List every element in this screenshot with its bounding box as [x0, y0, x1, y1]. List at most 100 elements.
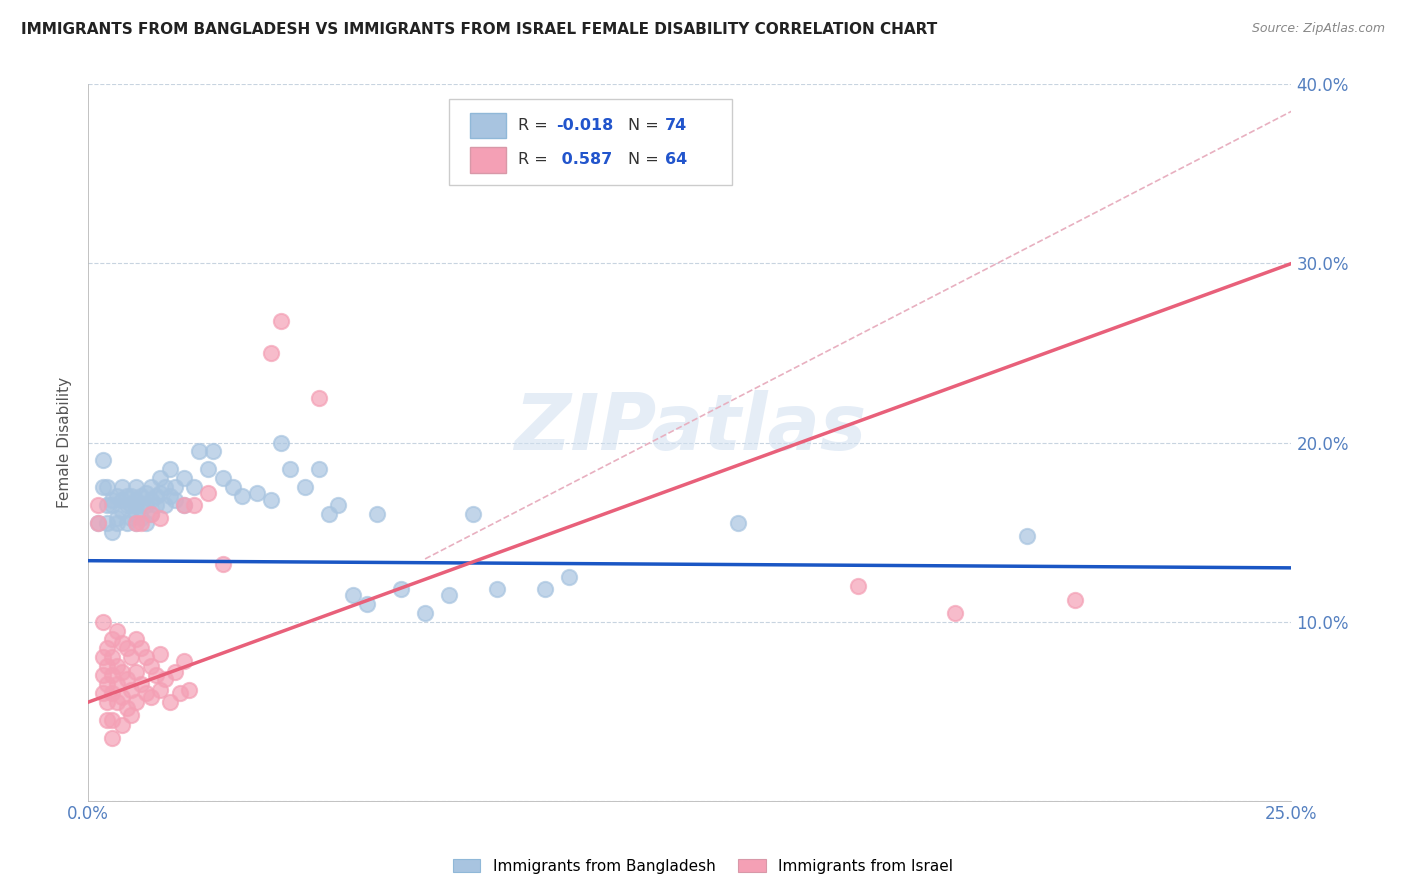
- Text: IMMIGRANTS FROM BANGLADESH VS IMMIGRANTS FROM ISRAEL FEMALE DISABILITY CORRELATI: IMMIGRANTS FROM BANGLADESH VS IMMIGRANTS…: [21, 22, 938, 37]
- Text: R =: R =: [517, 153, 553, 167]
- Point: [139, 507, 162, 521]
- Point: [169, 686, 191, 700]
- Point: [96, 641, 118, 656]
- Point: [163, 492, 186, 507]
- Point: [129, 489, 152, 503]
- Point: [943, 606, 966, 620]
- Point: [703, 149, 725, 163]
- Point: [173, 654, 195, 668]
- Point: [105, 489, 128, 503]
- Point: [187, 444, 209, 458]
- Point: [101, 713, 124, 727]
- Point: [96, 677, 118, 691]
- Point: [115, 700, 138, 714]
- Point: [101, 668, 124, 682]
- Point: [121, 489, 143, 503]
- Point: [159, 695, 181, 709]
- Point: [221, 480, 243, 494]
- Point: [173, 471, 195, 485]
- Point: [212, 471, 235, 485]
- Point: [173, 498, 195, 512]
- Point: [111, 503, 134, 517]
- Point: [96, 516, 118, 530]
- Point: [101, 731, 124, 745]
- Point: [115, 641, 138, 656]
- Point: [727, 516, 749, 530]
- Point: [91, 480, 114, 494]
- Point: [101, 492, 124, 507]
- Text: 64: 64: [665, 153, 686, 167]
- Point: [173, 498, 195, 512]
- Point: [115, 489, 138, 503]
- Point: [125, 492, 148, 507]
- Point: [145, 668, 167, 682]
- Point: [115, 516, 138, 530]
- Point: [139, 690, 162, 704]
- Point: [96, 498, 118, 512]
- Point: [308, 462, 330, 476]
- Point: [308, 391, 330, 405]
- Point: [135, 498, 157, 512]
- Point: [125, 695, 148, 709]
- Point: [129, 641, 152, 656]
- Point: [121, 510, 143, 524]
- Text: R =: R =: [517, 118, 553, 133]
- Legend: Immigrants from Bangladesh, Immigrants from Israel: Immigrants from Bangladesh, Immigrants f…: [447, 853, 959, 880]
- Point: [96, 659, 118, 673]
- Point: [318, 507, 340, 521]
- FancyBboxPatch shape: [470, 147, 506, 172]
- Text: N =: N =: [628, 153, 664, 167]
- Point: [231, 489, 253, 503]
- Point: [260, 346, 283, 360]
- Point: [87, 516, 110, 530]
- Point: [125, 516, 148, 530]
- Point: [342, 588, 364, 602]
- Point: [111, 718, 134, 732]
- Point: [125, 665, 148, 679]
- Point: [139, 659, 162, 673]
- Point: [121, 707, 143, 722]
- Point: [96, 713, 118, 727]
- Point: [153, 498, 176, 512]
- Point: [87, 498, 110, 512]
- Point: [437, 588, 460, 602]
- Point: [135, 485, 157, 500]
- Point: [135, 516, 157, 530]
- Point: [179, 682, 201, 697]
- Point: [105, 516, 128, 530]
- Point: [212, 558, 235, 572]
- Point: [846, 579, 869, 593]
- Point: [202, 444, 225, 458]
- Point: [91, 650, 114, 665]
- Point: [366, 507, 388, 521]
- Point: [149, 471, 172, 485]
- Point: [91, 668, 114, 682]
- Point: [91, 686, 114, 700]
- Point: [115, 672, 138, 686]
- Point: [153, 672, 176, 686]
- Point: [163, 665, 186, 679]
- Point: [558, 570, 581, 584]
- Point: [183, 498, 205, 512]
- Point: [121, 650, 143, 665]
- Point: [101, 632, 124, 647]
- Point: [125, 507, 148, 521]
- Point: [389, 582, 412, 597]
- Point: [105, 510, 128, 524]
- Point: [135, 686, 157, 700]
- Point: [125, 498, 148, 512]
- Point: [278, 462, 301, 476]
- Point: [197, 462, 219, 476]
- Point: [486, 582, 509, 597]
- Point: [111, 636, 134, 650]
- Point: [153, 480, 176, 494]
- Point: [101, 650, 124, 665]
- Point: [111, 665, 134, 679]
- Point: [135, 650, 157, 665]
- Point: [91, 615, 114, 629]
- Point: [183, 480, 205, 494]
- Point: [246, 485, 269, 500]
- Point: [149, 510, 172, 524]
- Point: [159, 462, 181, 476]
- Point: [105, 624, 128, 638]
